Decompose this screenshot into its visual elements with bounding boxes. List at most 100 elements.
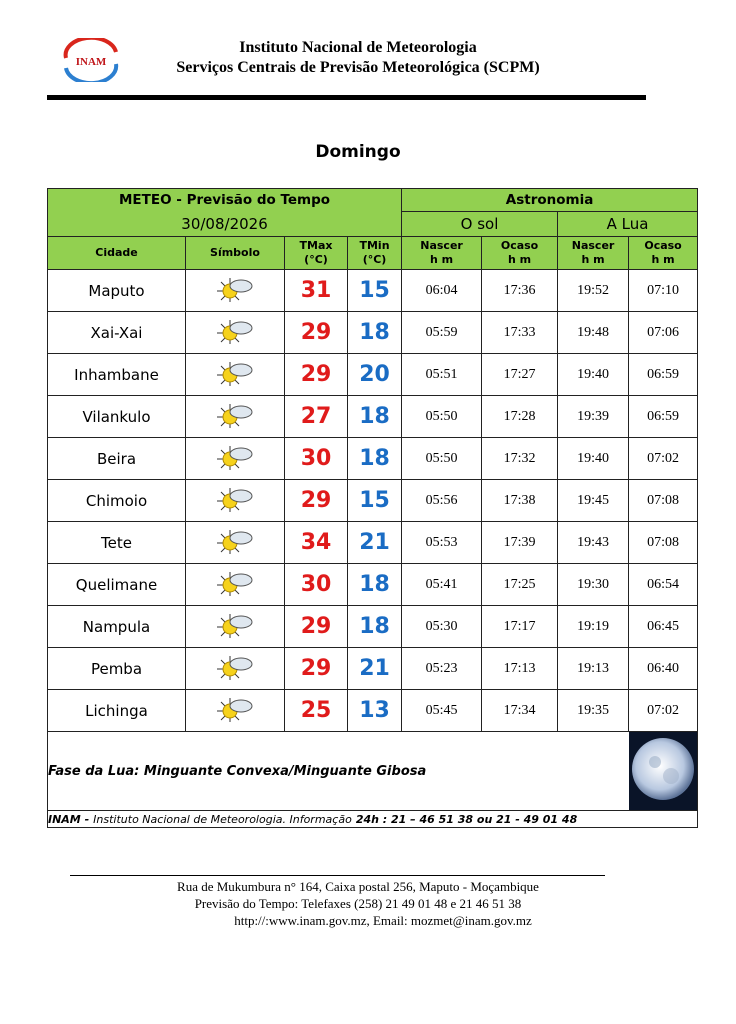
- symbol: [185, 437, 285, 480]
- city-row: Maputo 31 15 06:04 17:36 19:52 07:10: [47, 269, 699, 312]
- city-row: Vilankulo 27 18 05:50 17:28 19:39 06:59: [47, 395, 699, 438]
- symbol: [185, 479, 285, 522]
- address: Rua de Mukumbura n° 164, Caixa postal 25…: [0, 878, 716, 929]
- column-header: Nascer h m: [557, 236, 630, 270]
- time: 05:59: [401, 311, 483, 354]
- tmax: 29: [284, 605, 348, 648]
- city-row: Nampula 29 18 05:30 17:17 19:19 06:45: [47, 605, 699, 648]
- symbol: [185, 605, 285, 648]
- city: Maputo: [47, 269, 186, 312]
- address-line: Rua de Mukumbura n° 164, Caixa postal 25…: [177, 879, 539, 894]
- moon-image: [628, 731, 699, 811]
- time: 07:08: [628, 479, 699, 522]
- logo-text: INAM: [76, 56, 107, 68]
- time: 17:39: [481, 521, 559, 564]
- city: Pemba: [47, 647, 186, 690]
- column-header-line: h m: [507, 253, 532, 266]
- column-header: Ocaso h m: [628, 236, 699, 270]
- tmax: 29: [284, 353, 348, 396]
- time: 05:50: [401, 395, 483, 438]
- time: 17:25: [481, 563, 559, 606]
- tmin: 20: [346, 353, 403, 396]
- column-header-line: Ocaso: [644, 239, 682, 252]
- symbol: [185, 353, 285, 396]
- weather-icon: [217, 655, 253, 680]
- tmin: 15: [346, 269, 403, 312]
- time: 07:08: [628, 521, 699, 564]
- city: Inhambane: [47, 353, 186, 396]
- column-header: Ocaso h m: [481, 236, 559, 270]
- time: 19:35: [557, 689, 630, 732]
- city: Nampula: [47, 605, 186, 648]
- tmin: 18: [346, 311, 403, 354]
- city-row: Pemba 29 21 05:23 17:13 19:13 06:40: [47, 647, 699, 690]
- city: Quelimane: [47, 563, 186, 606]
- column-header: TMin (°C): [346, 236, 403, 270]
- sun-header: O sol: [401, 211, 559, 237]
- time: 19:40: [557, 437, 630, 480]
- tmin: 18: [346, 395, 403, 438]
- moon-row: Fase da Lua: Minguante Convexa/Minguante…: [46, 731, 699, 811]
- time: 07:10: [628, 269, 699, 312]
- tmin: 18: [346, 563, 403, 606]
- tmax: 30: [284, 437, 348, 480]
- footer-bold: 24h : 21 – 46 51 38 ou 21 - 49 01 48: [355, 812, 578, 826]
- time: 06:40: [628, 647, 699, 690]
- address-line: Previsão do Tempo: Telefaxes (258) 21 49…: [194, 896, 522, 911]
- time: 19:19: [557, 605, 630, 648]
- time: 17:32: [481, 437, 559, 480]
- time: 17:36: [481, 269, 559, 312]
- weather-icon: [217, 487, 253, 512]
- tmin: 21: [346, 521, 403, 564]
- city-row: Lichinga 25 13 05:45 17:34 19:35 07:02: [47, 689, 699, 732]
- tmax: 27: [284, 395, 348, 438]
- column-header-line: TMin: [359, 239, 390, 252]
- column-header-line: Nascer: [571, 239, 615, 252]
- tmin: 15: [346, 479, 403, 522]
- forecast-table: METEO - Previsão do Tempo Astronomia 30/…: [46, 188, 699, 828]
- time: 17:27: [481, 353, 559, 396]
- time: 19:40: [557, 353, 630, 396]
- weather-icon: [217, 403, 253, 428]
- weather-icon: [217, 277, 253, 302]
- symbol: [185, 269, 285, 312]
- column-header-line: Símbolo: [210, 246, 260, 259]
- symbol: [185, 647, 285, 690]
- city-row: Beira 30 18 05:50 17:32 19:40 07:02: [47, 437, 699, 480]
- column-header-line: Nascer: [420, 239, 463, 252]
- footer-row: INAM - Instituto Nacional de Meteorologia…: [46, 810, 699, 828]
- symbol: [185, 521, 285, 564]
- tmax: 34: [284, 521, 348, 564]
- time: 19:13: [557, 647, 630, 690]
- time: 17:34: [481, 689, 559, 732]
- tmax: 29: [284, 479, 348, 522]
- footer-bold: INAM -: [48, 812, 90, 826]
- city-row: Inhambane 29 20 05:51 17:27 19:40 06:59: [47, 353, 699, 396]
- column-header-line: (°C): [362, 253, 387, 266]
- tmax: 30: [284, 563, 348, 606]
- time: 06:59: [628, 395, 699, 438]
- column-header-line: h m: [581, 253, 605, 266]
- time: 05:45: [401, 689, 483, 732]
- weather-icon: [217, 613, 253, 638]
- city-row: Xai-Xai 29 18 05:59 17:33 19:48 07:06: [47, 311, 699, 354]
- time: 17:28: [481, 395, 559, 438]
- city-row: Chimoio 29 15 05:56 17:38 19:45 07:08: [47, 479, 699, 522]
- header-line: Instituto Nacional de Meteorologia: [239, 39, 477, 56]
- symbol: [185, 395, 285, 438]
- column-header-line: Ocaso: [500, 239, 539, 252]
- city: Vilankulo: [47, 395, 186, 438]
- time: 17:17: [481, 605, 559, 648]
- time: 05:56: [401, 479, 483, 522]
- time: 07:06: [628, 311, 699, 354]
- weather-icon: [217, 361, 253, 386]
- city-row: Quelimane 30 18 05:41 17:25 19:30 06:54: [47, 563, 699, 606]
- meteo-title: METEO - Previsão do Tempo: [46, 188, 403, 212]
- city-row: Tete 34 21 05:53 17:39 19:43 07:08: [47, 521, 699, 564]
- time: 19:45: [557, 479, 630, 522]
- time: 07:02: [628, 689, 699, 732]
- day: Domingo: [315, 142, 401, 162]
- column-header-line: (°C): [304, 253, 328, 266]
- header-line: Serviços Centrais de Previsão Meteorológ…: [176, 59, 540, 76]
